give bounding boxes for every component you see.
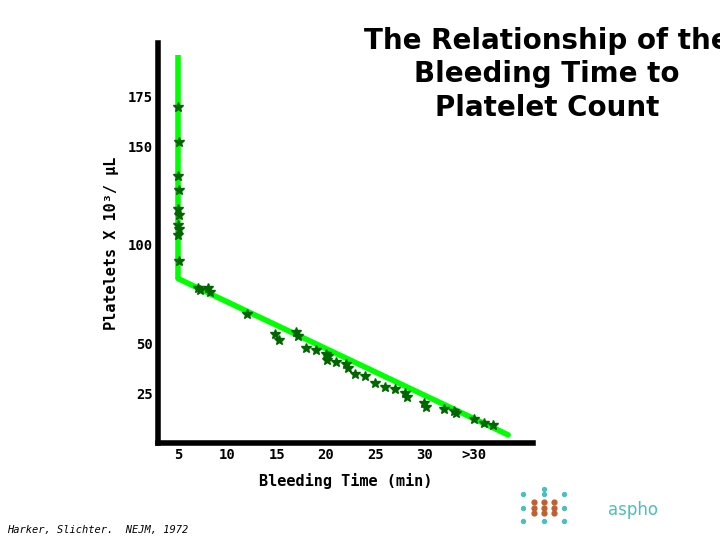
Point (538, 490, 549, 498)
Y-axis label: Platelets X 10³/ μL: Platelets X 10³/ μL (104, 156, 120, 330)
Point (528, 509, 539, 517)
Text: The Relationship of the
Bleeding Time to
Platelet Count: The Relationship of the Bleeding Time to… (364, 27, 720, 122)
Point (538, 509, 549, 517)
Text: Harker, Slichter.  NEJM, 1972: Harker, Slichter. NEJM, 1972 (7, 524, 189, 535)
Point (528, 503, 539, 512)
Point (538, 503, 549, 512)
Point (538, 517, 549, 525)
Point (548, 509, 559, 517)
Point (558, 490, 570, 498)
Point (548, 503, 559, 512)
Point (548, 498, 559, 507)
Point (558, 517, 570, 525)
Point (518, 503, 529, 512)
Point (558, 503, 570, 512)
Point (518, 517, 529, 525)
Point (538, 484, 549, 493)
Text: aspho: aspho (608, 501, 658, 519)
Point (538, 498, 549, 507)
X-axis label: Bleeding Time (min): Bleeding Time (min) (259, 474, 432, 489)
Point (518, 490, 529, 498)
Point (528, 498, 539, 507)
